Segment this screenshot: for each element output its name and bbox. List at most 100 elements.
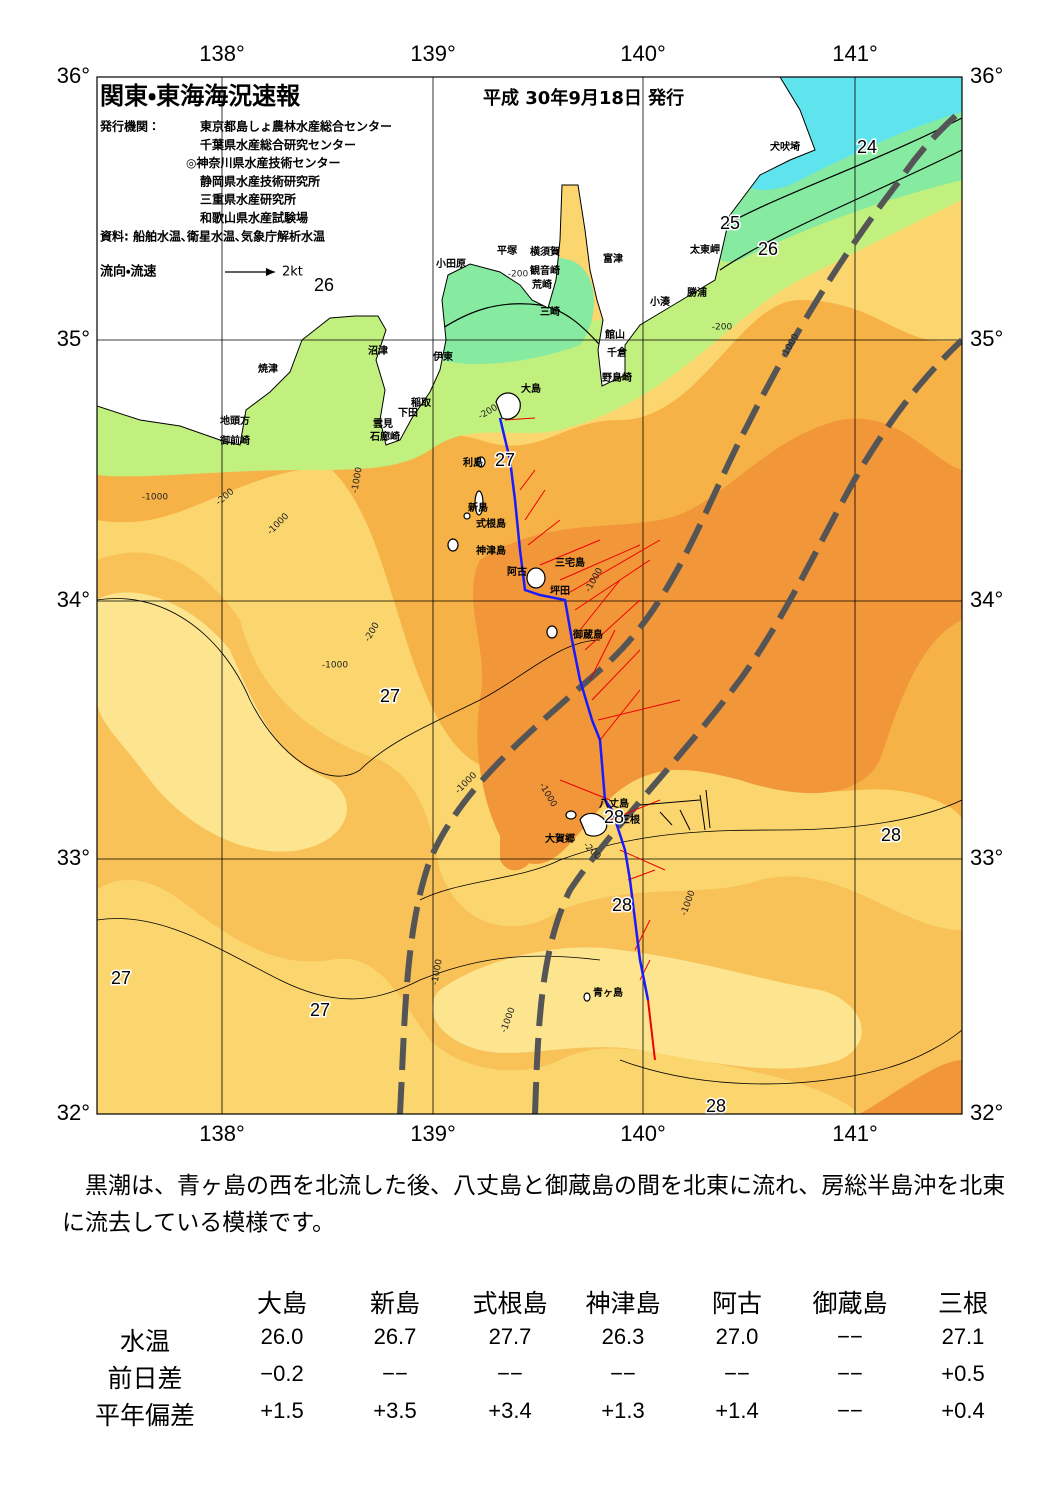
place-label: 式根島 bbox=[476, 517, 506, 530]
current-vectors bbox=[504, 417, 681, 1061]
place-label: 館山 bbox=[604, 328, 625, 341]
depth-label: -1000 bbox=[430, 958, 444, 986]
row-header: 水温 bbox=[119, 1327, 171, 1356]
longitude-label: 140° bbox=[620, 1121, 666, 1146]
place-label: 稲取 bbox=[411, 396, 432, 409]
latitude-label: 36° bbox=[970, 63, 1003, 88]
isotherm-label: 26 bbox=[758, 239, 778, 259]
longitude-label: 141° bbox=[832, 41, 878, 66]
coastal-water bbox=[700, 100, 962, 262]
latitude-label: 32° bbox=[970, 1100, 1003, 1125]
isotherm-label: 25 bbox=[720, 213, 740, 233]
summary: 黒潮は、青ヶ島の西を北流した後、八丈島と御蔵島の間を北東に流れ、房総半島沖を北東… bbox=[62, 1173, 1006, 1236]
table-cell: 26.7 bbox=[373, 1324, 417, 1349]
contour bbox=[419, 799, 962, 901]
contour bbox=[719, 149, 962, 271]
table-cell: −− bbox=[724, 1361, 750, 1386]
warm-core bbox=[500, 801, 540, 871]
place-label: 沼津 bbox=[368, 344, 388, 357]
table-cell: −− bbox=[610, 1361, 636, 1386]
table-cell: +3.5 bbox=[373, 1398, 417, 1423]
warm-core bbox=[472, 418, 962, 864]
place-label: 利島 bbox=[463, 456, 483, 469]
place-label: 三根 bbox=[620, 813, 641, 826]
place-label: 三崎 bbox=[540, 305, 560, 318]
column-header: 大島 bbox=[256, 1289, 308, 1318]
place-label: 神津島 bbox=[475, 544, 506, 557]
table-cell: −− bbox=[382, 1361, 408, 1386]
table-cell: 26.3 bbox=[601, 1324, 645, 1349]
legend-arrowhead bbox=[266, 268, 275, 276]
place-label: 勝浦 bbox=[687, 286, 707, 299]
place-label: 犬吠埼 bbox=[770, 140, 800, 153]
table-cell: 27.0 bbox=[715, 1324, 759, 1349]
latitude-label: 35° bbox=[57, 326, 90, 351]
ship-track bbox=[498, 417, 650, 1001]
contour bbox=[97, 918, 601, 1000]
place-label: 大賀郷 bbox=[545, 832, 575, 845]
place-label: 伊東 bbox=[432, 350, 453, 363]
map-title: 関東・東海海況速報 bbox=[100, 82, 301, 110]
place-label: 御蔵島 bbox=[572, 628, 603, 641]
latitude-label: 33° bbox=[970, 845, 1003, 870]
column-header: 式根島 bbox=[472, 1289, 548, 1318]
table-cell: 26.0 bbox=[260, 1324, 304, 1349]
longitude-label: 138° bbox=[199, 41, 245, 66]
publisher-label: 発行機関： bbox=[99, 119, 160, 134]
warm-region bbox=[97, 552, 962, 1114]
isotherm-label: 27 bbox=[111, 968, 131, 988]
contour bbox=[439, 303, 601, 346]
place-label: 青ヶ島 bbox=[593, 986, 623, 999]
place-label: 荒崎 bbox=[531, 278, 552, 291]
place-label: 三宅島 bbox=[555, 556, 585, 569]
table-cell: −− bbox=[837, 1324, 863, 1349]
place-label: 太東岬 bbox=[689, 243, 720, 256]
longitude-label: 141° bbox=[832, 1121, 878, 1146]
grid bbox=[97, 77, 962, 1114]
table-cell: −− bbox=[837, 1361, 863, 1386]
row-header: 平年偏差 bbox=[94, 1401, 196, 1430]
row-header: 前日差 bbox=[107, 1364, 183, 1393]
place-label: 横須賀 bbox=[530, 245, 560, 258]
place-label: 下田 bbox=[398, 407, 418, 419]
column-header: 御蔵島 bbox=[812, 1289, 888, 1318]
legend-speed: 2kt bbox=[282, 265, 303, 280]
place-label: 小田原 bbox=[435, 257, 466, 270]
longitude-label: 139° bbox=[410, 1121, 456, 1146]
table-cell: +1.3 bbox=[601, 1398, 645, 1423]
table-cell: +0.4 bbox=[941, 1398, 985, 1423]
depth-label: -200 bbox=[712, 323, 733, 333]
sea-temperature-map: 関東・東海海況速報 平成 30年9月18日 発行 発行機関： 資料: 船舶水温､… bbox=[57, 41, 1004, 1146]
latitude-label: 36° bbox=[57, 63, 90, 88]
place-label: 阿古 bbox=[507, 565, 527, 578]
isotherm-label: 24 bbox=[857, 137, 877, 157]
place-label: 御前崎 bbox=[219, 434, 250, 447]
place-label: 大島 bbox=[521, 382, 541, 395]
map-fill bbox=[97, 77, 962, 1114]
publisher: 静岡県水産技術研究所 bbox=[200, 173, 320, 188]
column-header: 新島 bbox=[369, 1289, 421, 1318]
isotherm-label: 27 bbox=[380, 686, 400, 706]
longitude-label: 138° bbox=[199, 1121, 245, 1146]
place-label: 焼津 bbox=[258, 362, 278, 375]
table-cell: +1.4 bbox=[715, 1398, 759, 1423]
longitude-label: 139° bbox=[410, 41, 456, 66]
depth-label: -1000 bbox=[350, 466, 364, 494]
latitude-label: 33° bbox=[57, 845, 90, 870]
place-label: 富津 bbox=[603, 252, 623, 265]
place-label: 観音崎 bbox=[530, 264, 560, 277]
place-label: 八丈島 bbox=[599, 797, 629, 810]
isotherm-label: 28 bbox=[612, 895, 632, 915]
vectors-black bbox=[639, 789, 711, 831]
isotherm-label: 27 bbox=[310, 1000, 330, 1020]
warm-core bbox=[860, 1060, 962, 1114]
contour bbox=[619, 1029, 962, 1085]
legend-label: 流向・流速 bbox=[100, 264, 156, 280]
place-label: 新島 bbox=[467, 501, 488, 514]
data-source: 資料: 船舶水温､衛星水温､気象庁解析水温 bbox=[100, 229, 325, 244]
table-cell: +0.5 bbox=[941, 1361, 985, 1386]
table-cell: −− bbox=[837, 1398, 863, 1423]
isotherm-label: 26 bbox=[314, 275, 334, 295]
column-header: 阿古 bbox=[711, 1289, 763, 1318]
